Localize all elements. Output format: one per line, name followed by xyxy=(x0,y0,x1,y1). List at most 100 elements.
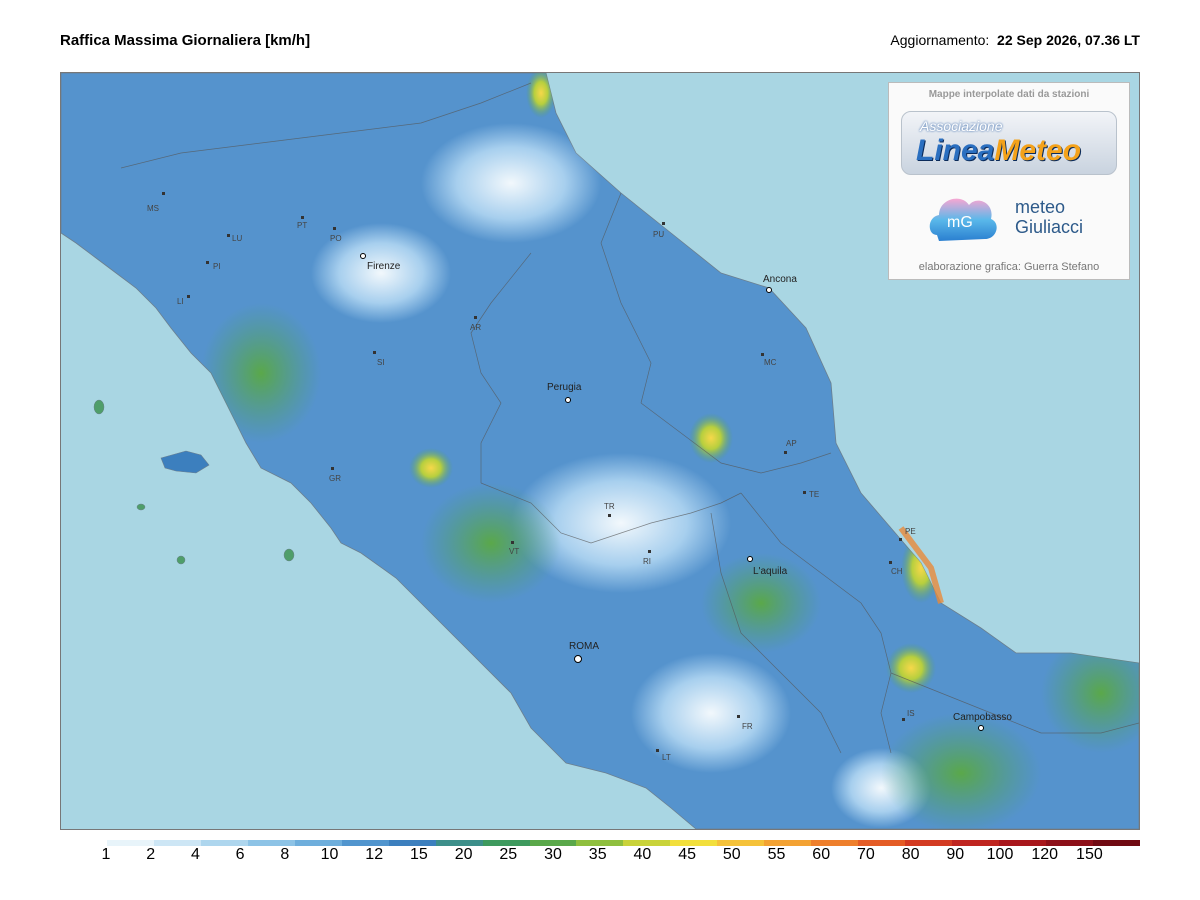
scale-label: 50 xyxy=(722,846,741,863)
scale-swatch xyxy=(529,840,577,846)
scale-label: 30 xyxy=(544,846,562,863)
logo-caption: Mappe interpolate dati da stazioni xyxy=(928,89,1090,100)
province-label: PI xyxy=(213,262,221,271)
scale-label: 8 xyxy=(280,846,290,863)
scale-swatch xyxy=(200,840,248,846)
province-label: LI xyxy=(177,297,184,306)
island-montecristo xyxy=(176,555,186,565)
province-label: MS xyxy=(147,204,159,213)
scale-swatch xyxy=(294,840,342,846)
scale-swatch xyxy=(341,840,389,846)
scale-swatch xyxy=(60,840,107,846)
scale-label: 25 xyxy=(499,846,518,863)
province-label: IS xyxy=(907,709,915,718)
mg-line2: Giuliacci xyxy=(1015,217,1084,237)
city-firenze: Firenze xyxy=(360,253,401,272)
province-label: AP xyxy=(786,439,797,448)
province-label: FR xyxy=(742,722,753,731)
scale-label: 2 xyxy=(146,846,156,863)
lineameteo-assoc: Associazione xyxy=(920,118,1003,134)
update-value: 22 Sep 2026, 07.36 LT xyxy=(997,32,1140,48)
wind-field xyxy=(201,73,1139,829)
scale-label: 100 xyxy=(986,846,1014,863)
mg-line1: meteo xyxy=(1015,197,1066,217)
province-label: PE xyxy=(905,527,916,536)
coast-gust-band xyxy=(898,526,944,604)
scale-label: 70 xyxy=(856,846,875,863)
city-label: Firenze xyxy=(367,261,401,272)
city-roma: ROMA xyxy=(569,641,599,663)
scale-swatch xyxy=(482,840,530,846)
province-label: LT xyxy=(662,753,671,762)
map-canvas: Firenze Ancona Perugia L'aquila ROMA Cam… xyxy=(61,73,1139,829)
map-title: Raffica Massima Giornaliera [km/h] xyxy=(60,32,311,49)
island-pianosa xyxy=(136,503,146,511)
meteo-giuliacci-wordmark: meteo Giuliacci xyxy=(1015,197,1083,237)
mg-initials: mG xyxy=(947,214,973,231)
lineameteo-logo: Associazione LineaMeteo xyxy=(901,111,1117,175)
city-laquila: L'aquila xyxy=(747,556,788,577)
scale-swatch xyxy=(247,840,295,846)
scale-label: 35 xyxy=(588,846,607,863)
island-elba xyxy=(160,450,210,474)
scale-swatch xyxy=(858,840,906,846)
scale-swatch xyxy=(623,840,671,846)
scale-swatch xyxy=(717,840,765,846)
scale-label: 20 xyxy=(454,846,473,863)
city-label: Ancona xyxy=(763,274,797,285)
city-label: ROMA xyxy=(569,641,599,652)
update-label: Aggiornamento: xyxy=(890,32,990,48)
scale-label: 10 xyxy=(320,846,339,863)
scale-label: 80 xyxy=(901,846,920,863)
province-label: CH xyxy=(891,567,903,576)
scale-label: 12 xyxy=(365,846,384,863)
scale-label: 6 xyxy=(235,846,245,863)
city-label: Campobasso xyxy=(953,712,1012,723)
city-label: Perugia xyxy=(547,382,582,393)
color-scale-bar xyxy=(60,840,1140,846)
scale-swatch xyxy=(952,840,1000,846)
logo-panel: Mappe interpolate dati da stazioni Assoc… xyxy=(888,82,1130,280)
color-scale-labels: 1 2 4 6 8 10 12 15 20 25 30 35 40 45 50 55 60 70 80 90 100 12… xyxy=(60,846,1140,866)
scale-label: 120 xyxy=(1031,846,1059,863)
scale-swatch xyxy=(764,840,812,846)
city-ancona: Ancona xyxy=(763,274,797,293)
scale-swatch xyxy=(1046,840,1093,846)
scale-swatch xyxy=(388,840,436,846)
province-label: PT xyxy=(297,221,307,230)
province-label: AR xyxy=(470,323,481,332)
meteo-giuliacci-icon: mG xyxy=(929,198,997,241)
update-timestamp: Aggiornamento: 22 Sep 2026, 07.36 LT xyxy=(890,32,1140,48)
island-capraia xyxy=(93,399,105,415)
logo-credit: elaborazione grafica: Guerra Stefano xyxy=(918,261,1100,273)
scale-label: 4 xyxy=(190,846,200,863)
scale-label: 40 xyxy=(633,846,652,863)
city-perugia: Perugia xyxy=(547,382,582,403)
lineameteo-word-b: Meteo xyxy=(994,134,1082,167)
scale-label: 1 xyxy=(101,846,111,863)
province-label: RI xyxy=(643,557,651,566)
scale-swatch xyxy=(999,840,1047,846)
scale-swatch xyxy=(670,840,718,846)
scale-label: 150 xyxy=(1076,846,1103,863)
scale-swatch xyxy=(153,840,201,846)
city-label: L'aquila xyxy=(753,566,788,577)
province-label: GR xyxy=(329,474,341,483)
wind-gust-map: Firenze Ancona Perugia L'aquila ROMA Cam… xyxy=(60,72,1140,830)
province-label: MC xyxy=(764,358,777,367)
scale-swatch xyxy=(106,840,154,846)
lineameteo-wordmark: LineaMeteo xyxy=(916,134,1081,168)
scale-label: 90 xyxy=(946,846,965,863)
province-label: VT xyxy=(509,547,519,556)
region-borders xyxy=(120,82,1139,754)
island-giannutri xyxy=(283,548,295,562)
city-campobasso: Campobasso xyxy=(953,712,1012,731)
province-label: TE xyxy=(809,490,819,499)
province-label: PO xyxy=(330,234,342,243)
scale-label: 15 xyxy=(409,846,428,863)
scale-label: 45 xyxy=(678,846,696,863)
province-label: TR xyxy=(604,502,615,511)
scale-swatch xyxy=(576,840,624,846)
province-label: LU xyxy=(232,234,242,243)
scale-swatch xyxy=(905,840,953,846)
